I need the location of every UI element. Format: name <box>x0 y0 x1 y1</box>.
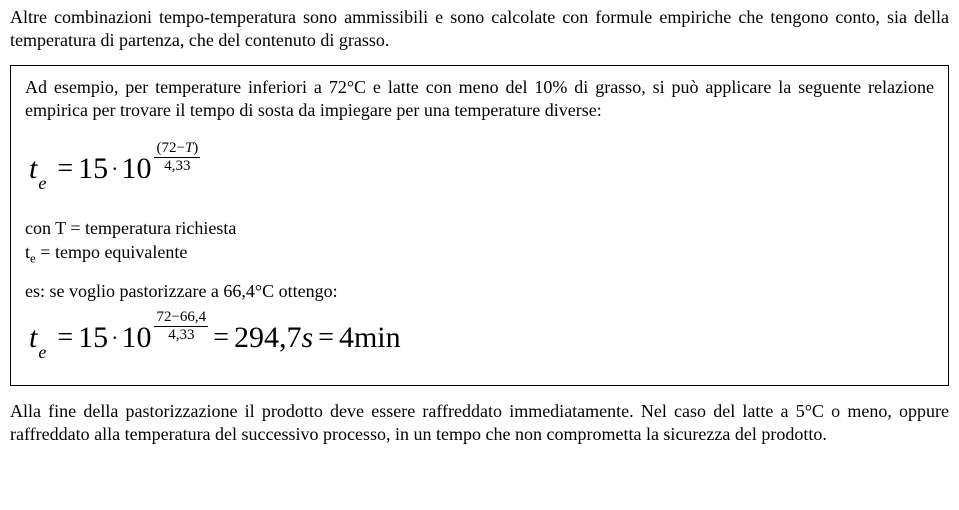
f2-dot: · <box>111 325 118 351</box>
f2-lhs-sub: e <box>38 342 46 363</box>
desc-2: es: se voglio pastorizzare a 66,4°C otte… <box>25 281 934 302</box>
f2-exp-bot: 4,33 <box>168 327 194 343</box>
f2-eq3: = <box>318 322 334 354</box>
f2-exponent: 72−66,4 4,33 <box>154 310 208 343</box>
f2-result-s: s <box>301 321 313 355</box>
desc-line-2: te = tempo equivalente <box>25 240 934 267</box>
f2-result-min-num: 4 <box>339 321 354 355</box>
f1-eq: = <box>57 153 73 185</box>
f1-exp-bot: 4,33 <box>164 158 190 174</box>
f2-result-num: 294,7 <box>234 321 302 355</box>
f1-exponent: (72−T) 4,33 <box>154 141 200 174</box>
f2-result-min-unit: min <box>354 321 401 355</box>
f2-base: 10 <box>121 321 151 355</box>
f2-coef: 15 <box>78 321 108 355</box>
outro-paragraph: Alla fine della pastorizzazione il prodo… <box>10 400 949 445</box>
f1-lhs-var: t <box>29 152 37 186</box>
f1-base: 10 <box>121 152 151 186</box>
box-lead-text: Ad esempio, per temperature inferiori a … <box>25 76 934 121</box>
desc-line-1: con T = temperatura richiesta <box>25 216 934 240</box>
f1-lhs-sub: e <box>38 173 46 194</box>
page: Altre combinazioni tempo-temperatura son… <box>0 0 959 465</box>
formula-2: t e = 15 · 10 72−66,4 4,33 = 294,7s = 4m… <box>29 310 934 365</box>
f1-coef: 15 <box>78 152 108 186</box>
f2-eq: = <box>57 322 73 354</box>
f1-exp-top: (72−T) <box>156 140 198 156</box>
f1-dot: · <box>111 156 118 182</box>
intro-paragraph: Altre combinazioni tempo-temperatura son… <box>10 6 949 51</box>
f2-lhs-var: t <box>29 321 37 355</box>
example-box: Ad esempio, per temperature inferiori a … <box>10 65 949 386</box>
f2-eq2: = <box>213 322 229 354</box>
desc-line-2b: = tempo equivalente <box>36 242 188 262</box>
f2-exp-top: 72−66,4 <box>154 310 208 327</box>
formula-1: t e = 15 · 10 (72−T) 4,33 <box>29 141 934 196</box>
